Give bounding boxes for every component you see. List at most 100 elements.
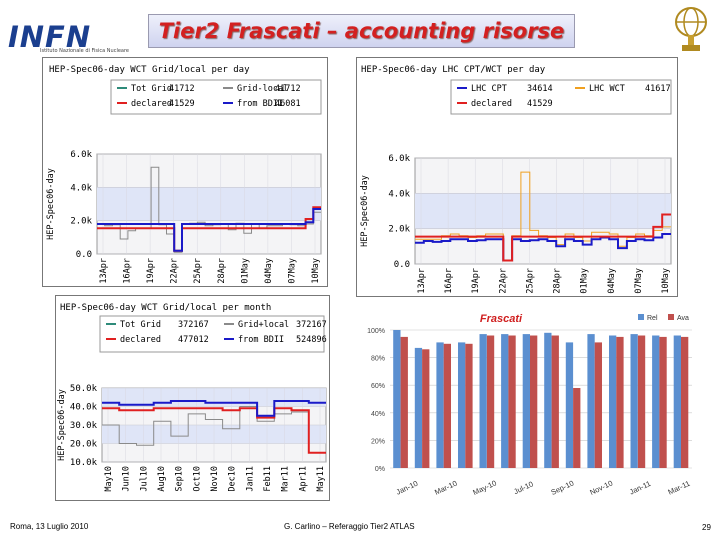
legend-label: from BDII [237,99,283,109]
legend-box [110,79,322,115]
bar [609,335,617,468]
footer-left: Roma, 13 Luglio 2010 [10,522,89,531]
page-number: 29 [702,523,711,532]
bar [443,343,451,468]
footer-center: G. Carlino – Referaggio Tier2 ATLAS [284,522,415,531]
legend-label: Tot Grid [120,320,161,330]
x-tick-label: Jan-11 [628,479,652,497]
chart-title: HEP-Spec06-day WCT Grid/local per month [60,303,271,313]
x-tick-label: 01May [580,268,590,294]
x-tick-label: Aug10 [157,466,167,492]
legend-label: LHC WCT [589,84,625,94]
x-tick-label: 04May [607,268,617,294]
x-tick-label: 22Apr [498,268,508,294]
y-tick-label: 10.0k [70,458,98,468]
bar [659,336,667,468]
bar [479,334,487,468]
y-tick-label: 2.0k [70,217,92,227]
legend-value: 477012 [178,335,209,345]
x-tick-label: Jan11 [245,466,255,492]
x-tick-label: Sep10 [175,466,185,492]
y-tick-label: 60% [371,383,385,390]
x-tick-label: Jul10 [139,466,149,492]
daily-wct-chart: HEP-Spec06-day WCT Grid/local per day Tot… [46,65,322,284]
legend-value: 41617 [645,84,671,94]
y-tick-label: 20% [371,438,385,445]
bar [587,334,595,468]
series-line [102,407,326,454]
bar [573,388,581,468]
x-tick-label: 10May [311,258,321,284]
bar [414,347,423,468]
x-tick-label: Nov-10 [588,479,614,497]
x-tick-label: Jul-10 [512,479,534,496]
x-tick-label: 01May [240,258,250,284]
bar [400,336,408,468]
x-tick-label: 07May [287,258,297,284]
legend-box [99,315,325,353]
infn-logo-subtext: Istituto Nazionale di Fisica Nucleare [40,48,129,54]
x-tick-label: Apr11 [298,466,308,492]
x-tick-label: 13Apr [417,268,427,294]
x-tick-label: 28Apr [217,258,227,284]
bar [522,334,530,468]
bar [465,343,473,468]
y-tick-label: 6.0k [388,154,410,164]
legend-label: declared [131,99,172,109]
bar [436,342,444,468]
y-tick-label: 4.0k [70,183,92,193]
x-tick-label: Jan-10 [395,479,420,497]
x-tick-label: Jun10 [122,466,132,492]
bar [565,342,574,468]
bar [616,336,624,468]
y-tick-label: 6.0k [70,150,92,160]
bar [501,334,509,468]
legend-swatch [638,314,644,320]
y-axis-label: HEP-Spec06-day [57,389,67,461]
x-tick-label: 25Apr [525,268,535,294]
bar [594,342,602,468]
bar [486,335,495,468]
infn-logo: INFN [8,20,92,54]
bar [637,335,646,468]
bar [393,330,401,468]
legend-value: 41529 [169,99,195,109]
x-tick-label: Nov10 [210,466,220,492]
x-tick-label: May10 [104,466,114,492]
y-tick-label: 0.0 [394,260,410,270]
x-tick-label: 19Apr [146,258,156,284]
bar [551,335,559,468]
x-tick-label: 22Apr [170,258,180,284]
legend-value: 372167 [178,320,209,330]
x-tick-label: 07May [634,268,644,294]
y-tick-label: 40% [371,411,385,418]
legend-label: Tot Grid [131,84,172,94]
x-tick-label: Mar11 [281,466,291,492]
x-tick-label: 28Apr [553,268,563,294]
trophy-logo-icon [668,4,714,54]
slide-title: Tier2 Frascati – accounting risorse [158,19,565,43]
plot-band [97,187,321,221]
x-tick-label: 04May [264,258,274,284]
frascati-bar-chart: Frascati 0% 20% 40% 60% 80% 100% Rel Ava Jan-10 Ma… [367,313,692,497]
chart-title: HEP-Spec06-day WCT Grid/local per day [49,65,250,75]
daily-lhc-chart: HEP-Spec06-day LHC CPT/WCT per day LHC CP… [360,65,672,294]
x-tick-label: Dec10 [228,466,238,492]
legend-label: from BDII [238,335,284,345]
bar [630,334,638,468]
legend-box [450,79,672,115]
y-tick-label: 20.0k [70,440,98,450]
bar [458,342,466,468]
y-tick-label: 30.0k [70,421,98,431]
x-tick-label: May11 [316,466,326,492]
legend-value: 524896 [296,335,327,345]
legend-value: 34614 [527,84,553,94]
bar [544,332,552,468]
y-tick-label: 0% [375,466,385,473]
bar [422,349,430,468]
chart-title: HEP-Spec06-day LHC CPT/WCT per day [361,65,546,75]
legend-label: LHC CPT [471,84,507,94]
panel-frascati: Frascati 0% 20% 40% 60% 80% 100% Rel Ava Jan-10 Ma… [356,304,698,510]
y-tick-label: 0.0 [76,250,92,260]
series-line [415,213,671,262]
